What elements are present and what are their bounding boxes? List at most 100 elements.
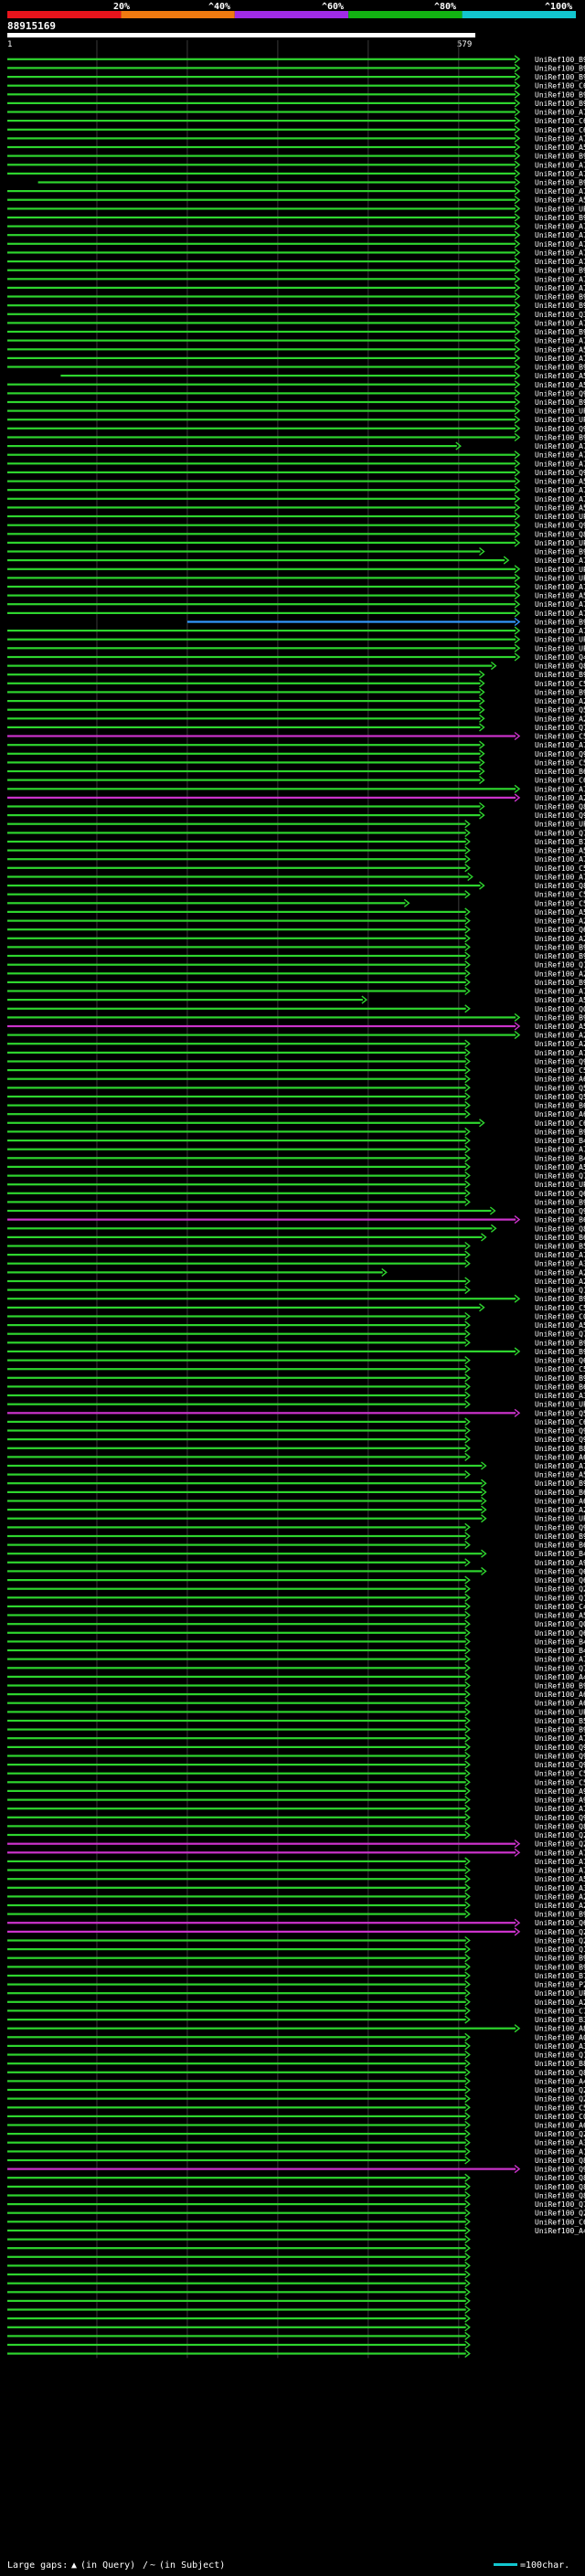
hit-label[interactable]: UniRef100_B6ASS9 [535, 1234, 585, 1242]
hit-label[interactable]: UniRef100_C5WSD2 [535, 1066, 585, 1075]
alignment-bar[interactable] [7, 655, 516, 659]
alignment-bar[interactable] [7, 1798, 466, 1801]
alignment-bar[interactable] [7, 1939, 466, 1942]
alignment-row[interactable]: UniRef100_UPI000... [7, 1707, 585, 1716]
alignment-row[interactable]: UniRef100_A7QV91 [7, 169, 585, 178]
alignment-row[interactable]: UniRef100_Q6EQL8 [7, 1189, 585, 1198]
alignment-bar[interactable] [7, 1007, 466, 1010]
hit-label[interactable]: UniRef100_A2WPQ4 [535, 715, 585, 723]
alignment-bar[interactable] [7, 611, 516, 614]
alignment-row[interactable]: UniRef100_B9ZD08 [7, 1373, 585, 1383]
alignment-row[interactable]: UniRef100_Q7LV09 [7, 2200, 585, 2209]
hit-label[interactable]: UniRef100_Q8GVX0 [535, 530, 585, 538]
hit-label[interactable]: UniRef100_Q19P33 [535, 1594, 585, 1602]
alignment-bar[interactable] [7, 1209, 492, 1213]
hit-label[interactable]: UniRef100_B9SB56 [535, 64, 585, 72]
alignment-row[interactable]: UniRef100_Q8GQ07 [7, 2068, 585, 2077]
alignment-row[interactable]: UniRef100_C6TC18 [7, 81, 585, 90]
alignment-row[interactable]: UniRef100_B4FMR9 [7, 1136, 585, 1145]
hit-label[interactable]: UniRef100_A5BAM4 [535, 372, 585, 380]
alignment-bar[interactable] [7, 1060, 466, 1063]
alignment-bar[interactable] [7, 427, 516, 429]
alignment-bar[interactable] [7, 603, 516, 606]
alignment-bar[interactable] [7, 2335, 466, 2337]
alignment-bar[interactable] [7, 489, 516, 492]
alignment-bar[interactable] [7, 858, 466, 861]
alignment-row[interactable]: UniRef100_A2WPQ4 [7, 714, 585, 723]
alignment-row[interactable]: UniRef100_A5AKU7 [7, 503, 585, 512]
hit-label[interactable]: UniRef100_A7QH37 [535, 1049, 585, 1057]
alignment-bar[interactable] [7, 2282, 466, 2284]
alignment-bar[interactable] [7, 392, 516, 395]
hit-label[interactable]: UniRef100_Q0PFF6 [535, 1005, 585, 1013]
alignment-bar[interactable] [7, 1983, 466, 1986]
hit-label[interactable]: UniRef100_B9HSC7 [535, 688, 585, 696]
alignment-row[interactable]: UniRef100_C5WSD3 [7, 1303, 585, 1312]
hit-label[interactable]: UniRef100_Q2KTE4 [535, 2095, 585, 2104]
alignment-row[interactable]: UniRef100_Q82RC9 [7, 2156, 585, 2165]
alignment-row[interactable]: UniRef100_A7QJ21 [7, 1145, 585, 1154]
alignment-bar[interactable] [7, 1306, 481, 1309]
hit-label[interactable]: UniRef100_B7FHL4 [535, 1972, 585, 1980]
alignment-bar[interactable] [7, 260, 516, 263]
alignment-bar[interactable] [7, 2238, 466, 2241]
hit-label[interactable]: UniRef100_A7QQM3 [535, 451, 585, 460]
alignment-row[interactable]: UniRef100_A7PCF7 [7, 599, 585, 609]
alignment-row[interactable]: UniRef100_Q5VQZ3 [7, 1408, 585, 1417]
hit-label[interactable]: UniRef100_A4G091 [535, 2077, 585, 2085]
alignment-bar[interactable] [7, 1640, 466, 1643]
alignment-row[interactable]: UniRef100_A7QQH1 [7, 986, 585, 996]
alignment-bar[interactable] [7, 313, 516, 315]
alignment-bar[interactable] [7, 2150, 466, 2153]
alignment-row[interactable]: UniRef100_A7PCG3 [7, 485, 585, 494]
hit-label[interactable]: UniRef100_Q8KZB6 [535, 2174, 585, 2182]
hit-label[interactable]: UniRef100_A7PCF8 [535, 557, 585, 565]
alignment-row[interactable]: UniRef100_A5BJJ3 [7, 143, 585, 152]
alignment-bar[interactable] [7, 744, 481, 747]
hit-label[interactable]: UniRef100_B9S0T1 [535, 1013, 585, 1022]
hit-label[interactable]: UniRef100_B6TF99 [535, 1542, 585, 1550]
alignment-bar[interactable] [7, 1130, 466, 1133]
alignment-row[interactable]: UniRef100_B9T163 [7, 266, 585, 275]
alignment-row[interactable]: UniRef100_C5YN12 [7, 679, 585, 688]
alignment-bar[interactable] [7, 2088, 466, 2092]
hit-label[interactable]: UniRef100_A5AUU6 [535, 908, 585, 917]
alignment-bar[interactable] [7, 1376, 466, 1379]
alignment-bar[interactable] [7, 682, 481, 684]
alignment-bar[interactable] [7, 1051, 466, 1054]
hit-label[interactable]: UniRef100_Q82RC9 [535, 2157, 585, 2165]
hit-label[interactable]: UniRef100_A5BP57 [535, 1023, 585, 1031]
alignment-row[interactable]: UniRef100_Q2KTE3 [7, 1830, 585, 1839]
alignment-bar[interactable] [7, 919, 466, 922]
alignment-row[interactable]: UniRef100_B9GJ60 [7, 1962, 585, 1971]
alignment-row[interactable]: UniRef100_Q6QBN0 [7, 1918, 585, 1927]
alignment-row[interactable]: UniRef100_B9SB52 [37, 177, 585, 187]
alignment-bar[interactable] [7, 1966, 466, 1968]
hit-label[interactable]: UniRef100_A9TQE0 [535, 1559, 585, 1567]
hit-label[interactable]: UniRef100_B6U9L0 [535, 1102, 585, 1110]
hit-label[interactable]: UniRef100_A5AIU8 [535, 345, 585, 354]
hit-label[interactable]: UniRef100_B9T163 [535, 267, 585, 275]
alignment-bar[interactable] [7, 1745, 466, 1748]
alignment-row[interactable]: UniRef100_C5XSB4 [7, 731, 585, 741]
hit-label[interactable]: UniRef100_A3BDY0 [535, 1884, 585, 1892]
alignment-row[interactable]: UniRef100_A7PCF3 [7, 441, 585, 451]
alignment-row[interactable]: UniRef100_B9SC2S [7, 1338, 585, 1347]
alignment-bar[interactable] [7, 1895, 466, 1898]
alignment-bar[interactable] [7, 1570, 483, 1573]
alignment-row[interactable]: UniRef100_C5WRY7 [7, 1777, 585, 1786]
hit-label[interactable]: UniRef100_B9SEL5 [535, 1955, 585, 1963]
alignment-bar[interactable] [7, 1500, 483, 1502]
alignment-row[interactable]: UniRef100_Q84ZV0 [7, 881, 585, 890]
alignment-row[interactable]: UniRef100_A7Y6M1 [7, 1848, 585, 1857]
hit-label[interactable]: UniRef100_A2X1D7 [535, 794, 585, 802]
alignment-bar[interactable] [7, 638, 516, 641]
hit-label[interactable]: UniRef100_B3S0H1 [535, 2016, 585, 2024]
alignment-bar[interactable] [7, 1631, 466, 1634]
hit-label[interactable]: UniRef100_UPI000... [535, 644, 585, 652]
alignment-bar[interactable] [7, 630, 516, 632]
alignment-bar[interactable] [7, 954, 466, 958]
hit-label[interactable]: UniRef100_A7NY93 [535, 1251, 585, 1259]
hit-label[interactable]: UniRef100_A5BJJ3 [535, 143, 585, 152]
alignment-row[interactable]: UniRef100_A7PCG1 [7, 582, 585, 591]
